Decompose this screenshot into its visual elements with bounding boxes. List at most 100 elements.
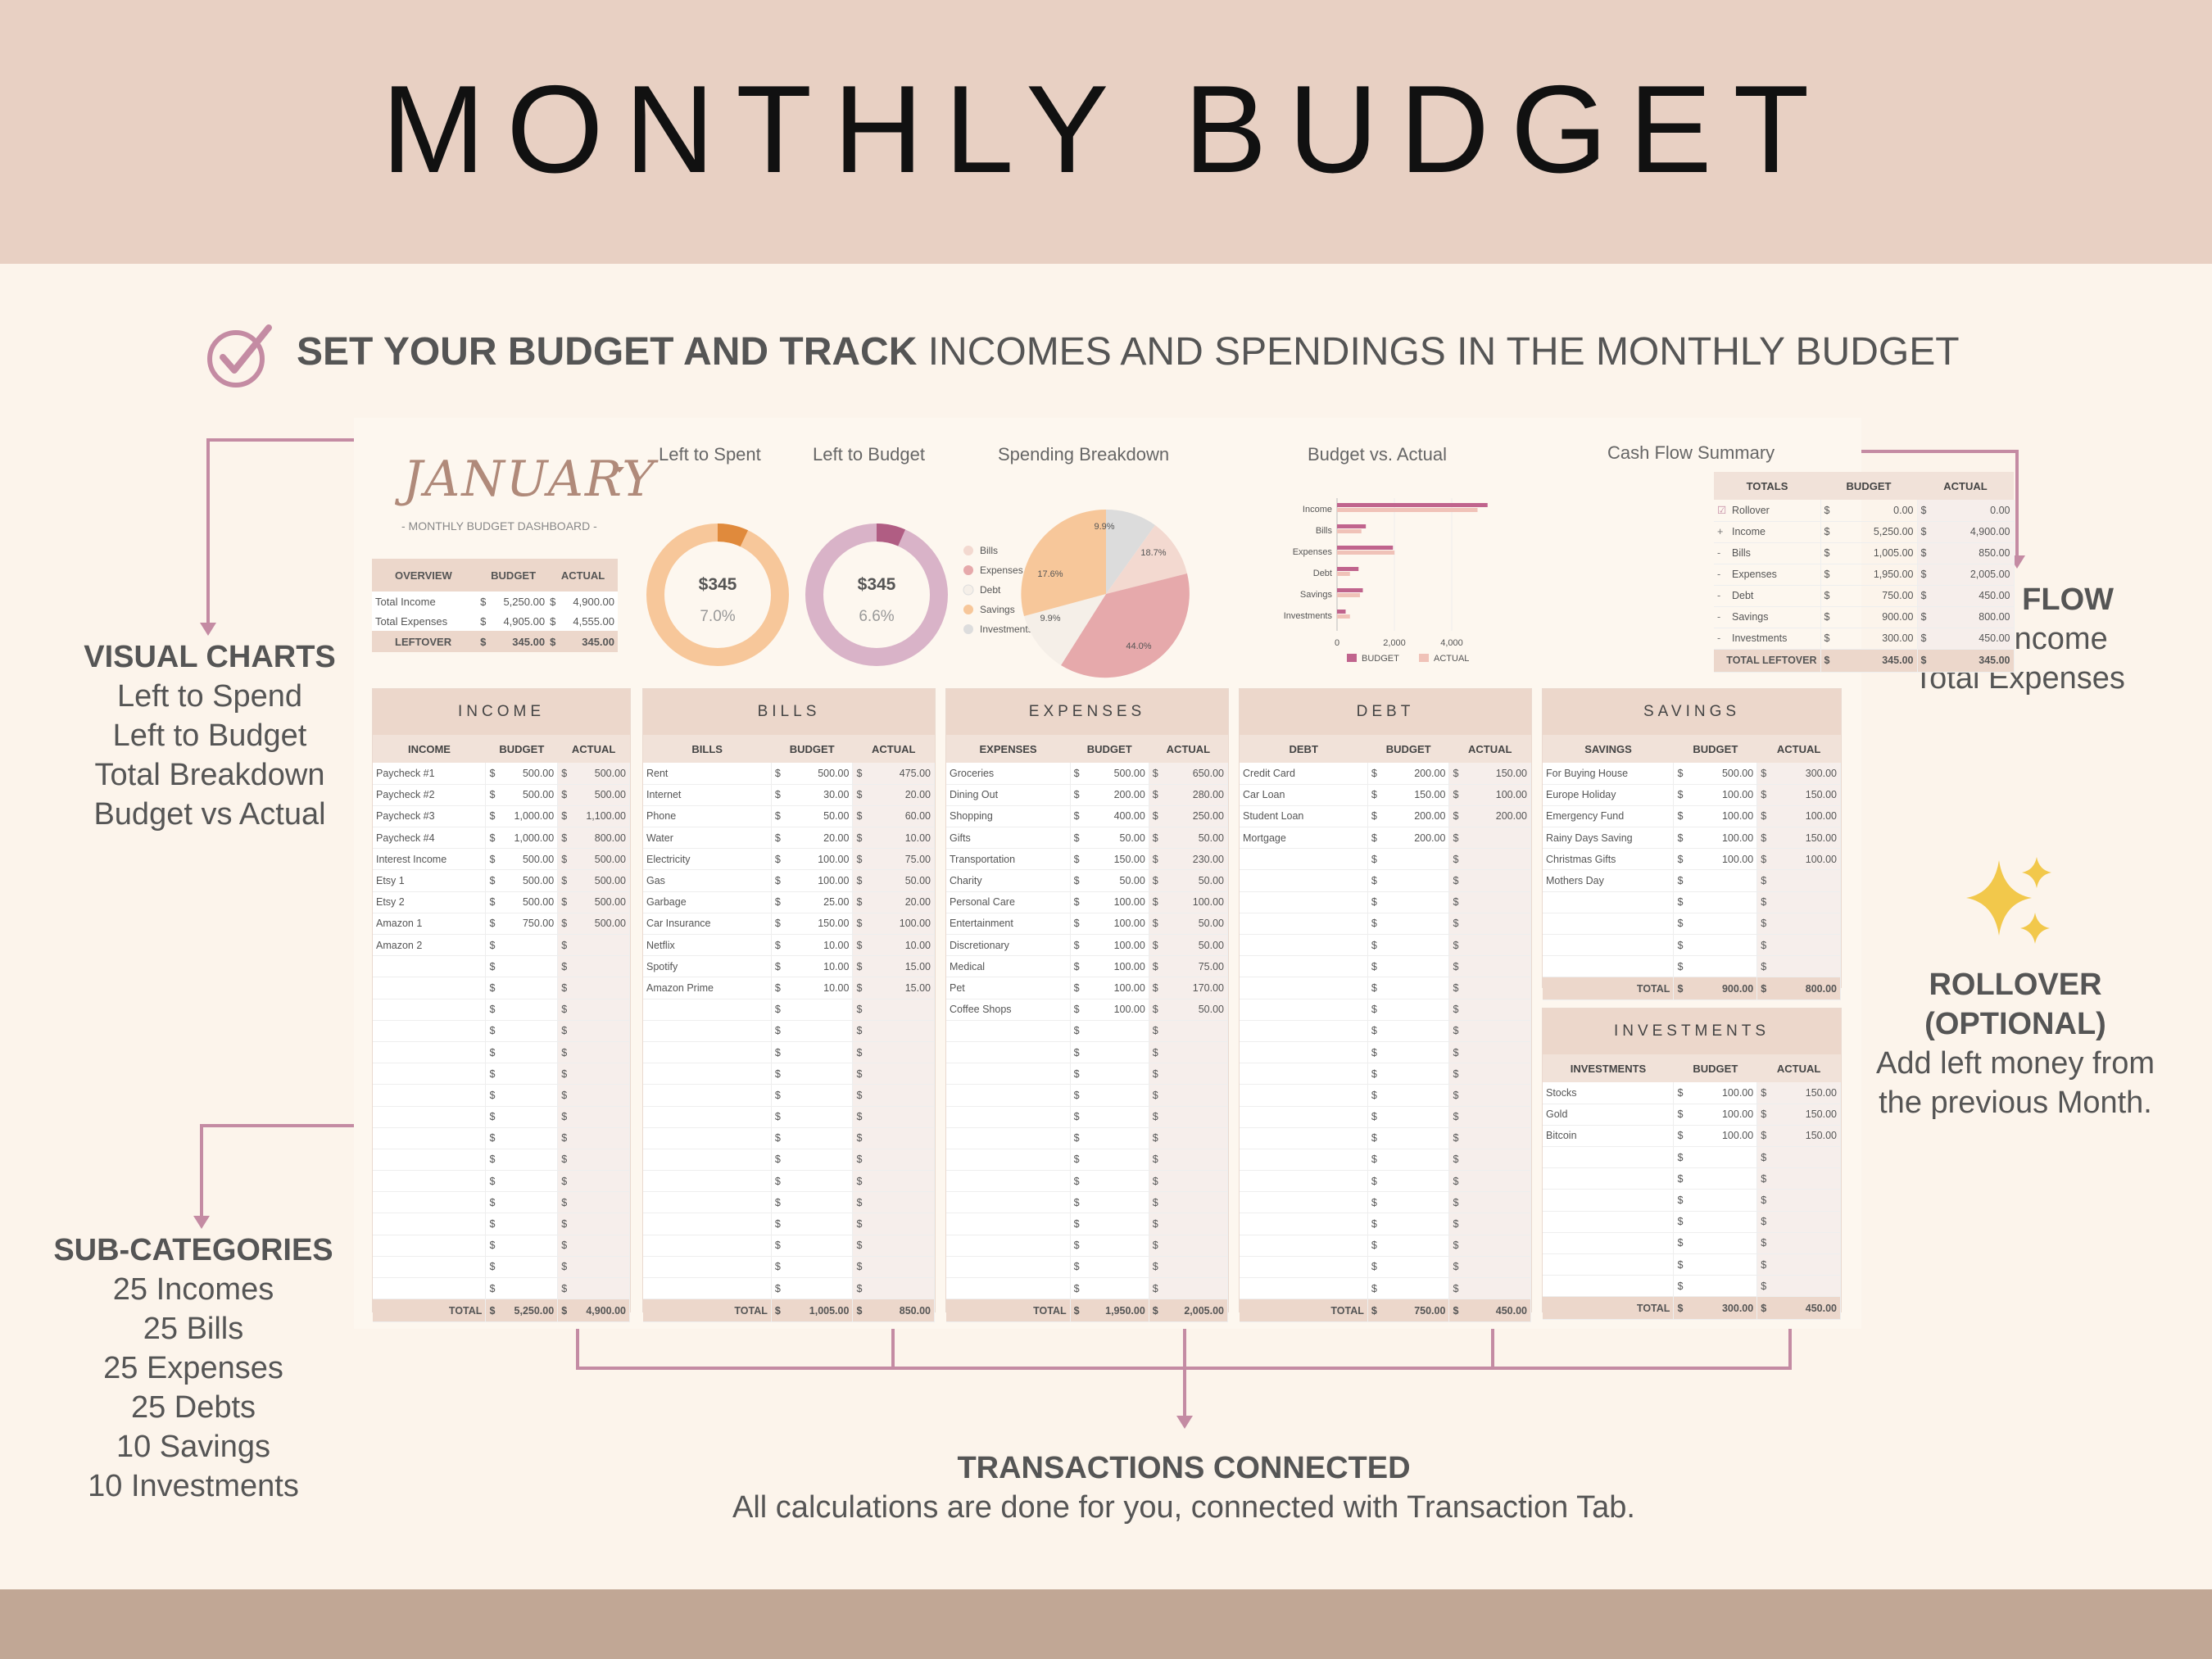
budget-cell[interactable]: $200.00	[1367, 805, 1450, 828]
category-cell[interactable]: Entertainment	[946, 913, 1071, 936]
category-cell[interactable]	[373, 1191, 487, 1214]
budget-cell[interactable]: $	[485, 1170, 559, 1193]
category-cell[interactable]	[1543, 1211, 1675, 1233]
budget-cell[interactable]: $	[485, 977, 559, 999]
budget-cell[interactable]: $100.00	[1673, 1104, 1758, 1126]
category-cell[interactable]	[643, 1127, 772, 1149]
budget-cell[interactable]: $	[1367, 1063, 1450, 1086]
category-cell[interactable]	[1543, 1253, 1675, 1276]
category-cell[interactable]	[946, 1256, 1071, 1279]
budget-cell[interactable]: $500.00	[485, 891, 559, 913]
category-cell[interactable]	[643, 999, 772, 1021]
category-cell[interactable]	[1240, 1256, 1368, 1279]
budget-cell[interactable]: $	[1367, 1020, 1450, 1042]
category-cell[interactable]: Amazon 1	[373, 913, 487, 936]
category-cell[interactable]	[1543, 1146, 1675, 1169]
budget-cell[interactable]: $	[485, 1191, 559, 1214]
category-cell[interactable]: Water	[643, 827, 772, 850]
budget-cell[interactable]: $	[1673, 1211, 1758, 1233]
budget-cell[interactable]: $200.00	[1367, 763, 1450, 785]
category-cell[interactable]	[373, 1106, 487, 1128]
budget-cell[interactable]: $	[771, 1020, 854, 1042]
budget-cell[interactable]: $	[1367, 1106, 1450, 1128]
budget-cell[interactable]: $	[485, 999, 559, 1021]
category-cell[interactable]: Coffee Shops	[946, 999, 1071, 1021]
budget-cell[interactable]: $	[1070, 1041, 1149, 1064]
budget-cell[interactable]: $	[1673, 1146, 1758, 1169]
budget-cell[interactable]: $	[1367, 848, 1450, 871]
category-cell[interactable]	[373, 1213, 487, 1235]
budget-cell[interactable]: $100.00	[1673, 1125, 1758, 1148]
budget-cell[interactable]: $100.00	[1070, 999, 1149, 1021]
category-cell[interactable]	[946, 1191, 1071, 1214]
category-cell[interactable]	[1240, 1149, 1368, 1172]
category-cell[interactable]	[1543, 934, 1675, 957]
budget-cell[interactable]: $150.00	[771, 913, 854, 936]
category-cell[interactable]	[946, 1149, 1071, 1172]
budget-cell[interactable]: $	[1367, 999, 1450, 1021]
category-cell[interactable]: Netflix	[643, 934, 772, 957]
category-cell[interactable]	[946, 1127, 1071, 1149]
budget-cell[interactable]: $	[1673, 891, 1758, 913]
budget-cell[interactable]: $	[1673, 934, 1758, 957]
category-cell[interactable]: Shopping	[946, 805, 1071, 828]
budget-cell[interactable]: $20.00	[771, 827, 854, 850]
category-cell[interactable]	[373, 1063, 487, 1086]
budget-cell[interactable]: $	[771, 1084, 854, 1107]
category-cell[interactable]	[643, 1063, 772, 1086]
budget-cell[interactable]: $	[1673, 1253, 1758, 1276]
category-cell[interactable]: Etsy 1	[373, 869, 487, 892]
category-cell[interactable]: Car Insurance	[643, 913, 772, 936]
budget-cell[interactable]: $	[1070, 1213, 1149, 1235]
budget-cell[interactable]: $1,000.00	[485, 827, 559, 850]
budget-cell[interactable]: $10.00	[771, 955, 854, 978]
category-cell[interactable]: Phone	[643, 805, 772, 828]
budget-cell[interactable]: $	[1070, 1170, 1149, 1193]
category-cell[interactable]: Credit Card	[1240, 763, 1368, 785]
budget-cell[interactable]: $	[771, 1170, 854, 1193]
category-cell[interactable]	[373, 1020, 487, 1042]
category-cell[interactable]: Europe Holiday	[1543, 784, 1675, 806]
budget-cell[interactable]: $	[1673, 869, 1758, 892]
category-cell[interactable]	[373, 955, 487, 978]
budget-cell[interactable]: $100.00	[1070, 934, 1149, 957]
category-cell[interactable]	[373, 1127, 487, 1149]
budget-cell[interactable]: $	[1367, 1213, 1450, 1235]
category-cell[interactable]	[1240, 1063, 1368, 1086]
category-cell[interactable]	[946, 1106, 1071, 1128]
category-cell[interactable]: Emergency Fund	[1543, 805, 1675, 828]
category-cell[interactable]	[643, 1277, 772, 1300]
category-cell[interactable]: Electricity	[643, 848, 772, 871]
category-cell[interactable]: Etsy 2	[373, 891, 487, 913]
category-cell[interactable]: Transportation	[946, 848, 1071, 871]
category-cell[interactable]	[946, 1063, 1071, 1086]
budget-cell[interactable]: $500.00	[1673, 763, 1758, 785]
category-cell[interactable]	[1240, 977, 1368, 999]
budget-cell[interactable]: $	[485, 1106, 559, 1128]
category-cell[interactable]: Internet	[643, 784, 772, 806]
budget-cell[interactable]: $	[485, 1149, 559, 1172]
category-cell[interactable]	[643, 1106, 772, 1128]
category-cell[interactable]: Garbage	[643, 891, 772, 913]
budget-cell[interactable]: $	[1367, 869, 1450, 892]
category-cell[interactable]	[946, 1170, 1071, 1193]
category-cell[interactable]	[373, 999, 487, 1021]
budget-cell[interactable]: $100.00	[1673, 805, 1758, 828]
budget-cell[interactable]: $1,000.00	[485, 805, 559, 828]
budget-cell[interactable]: $	[1367, 1149, 1450, 1172]
budget-cell[interactable]: $	[1673, 1189, 1758, 1212]
budget-cell[interactable]: $	[485, 955, 559, 978]
category-cell[interactable]	[1240, 1235, 1368, 1257]
budget-cell[interactable]: $	[485, 1256, 559, 1279]
budget-cell[interactable]: $	[1367, 913, 1450, 936]
budget-cell[interactable]: $	[485, 1063, 559, 1086]
budget-cell[interactable]: $	[1070, 1191, 1149, 1214]
category-cell[interactable]	[1543, 1189, 1675, 1212]
category-cell[interactable]: Car Loan	[1240, 784, 1368, 806]
budget-cell[interactable]: $	[1367, 1277, 1450, 1300]
budget-cell[interactable]: $	[771, 1149, 854, 1172]
category-cell[interactable]	[1240, 869, 1368, 892]
category-cell[interactable]	[1240, 1170, 1368, 1193]
budget-cell[interactable]: $100.00	[1070, 891, 1149, 913]
budget-cell[interactable]: $	[1070, 1127, 1149, 1149]
